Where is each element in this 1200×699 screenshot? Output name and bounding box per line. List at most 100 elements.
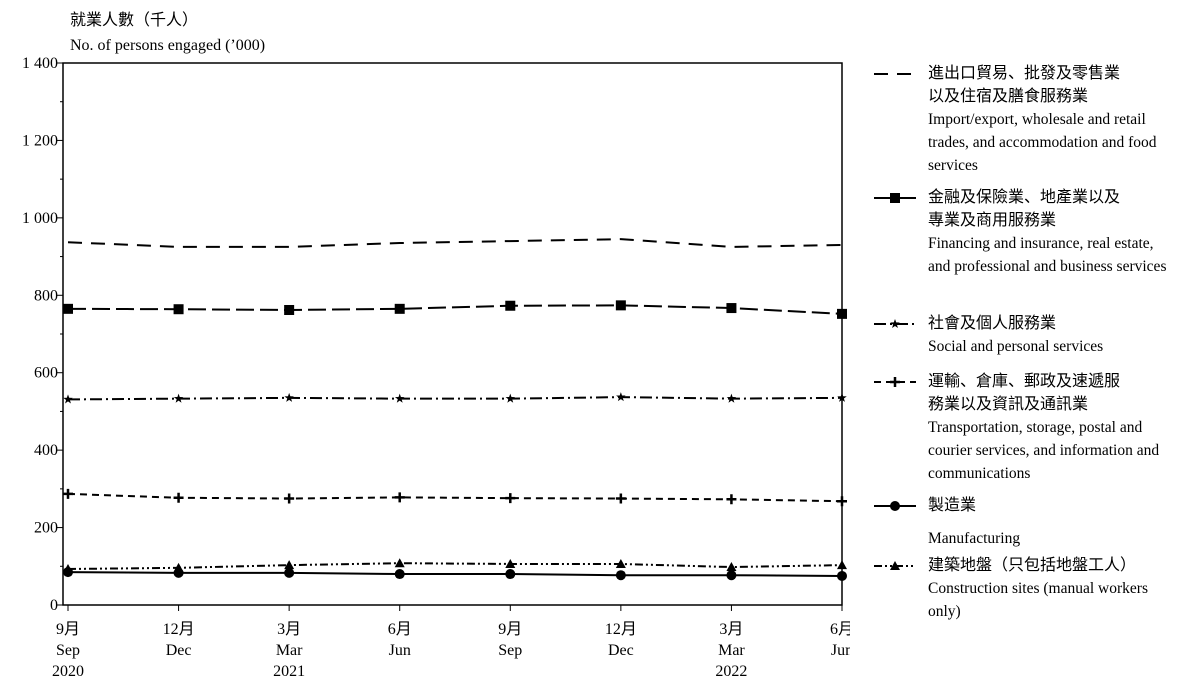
marker bbox=[63, 488, 73, 499]
x-tick-label: 12月 bbox=[163, 621, 195, 638]
marker bbox=[284, 560, 295, 570]
legend-key bbox=[874, 561, 916, 570]
series-line bbox=[67, 304, 843, 315]
marker bbox=[505, 569, 516, 580]
marker bbox=[505, 493, 516, 504]
legend-label: 製造業 bbox=[928, 497, 977, 514]
marker bbox=[394, 492, 405, 503]
marker bbox=[726, 494, 737, 505]
marker bbox=[173, 492, 184, 503]
x-tick-label: 9月 bbox=[56, 621, 80, 638]
y-tick-label: 1 000 bbox=[22, 210, 58, 227]
plot-frame bbox=[62, 62, 843, 606]
y-tick-label: 800 bbox=[34, 287, 58, 304]
x-tick-label: 12月 bbox=[605, 621, 637, 638]
marker bbox=[284, 567, 295, 578]
marker bbox=[890, 319, 900, 329]
marker bbox=[726, 393, 737, 403]
marker bbox=[284, 493, 295, 504]
marker bbox=[63, 563, 73, 573]
marker bbox=[890, 501, 900, 511]
x-tick-label-en: Mar bbox=[718, 642, 745, 659]
marker bbox=[837, 496, 847, 507]
series-line bbox=[67, 571, 843, 577]
y-tick-label: 600 bbox=[34, 365, 58, 382]
series-line bbox=[67, 562, 843, 570]
x-tick-label-en: Dec bbox=[608, 642, 634, 659]
x-tick-label-en: Jun bbox=[831, 642, 850, 659]
marker bbox=[63, 303, 73, 314]
legend-label-en: Social and personal services bbox=[928, 338, 1104, 355]
y-axis-title-en: No. of persons engaged (’000) bbox=[70, 37, 265, 54]
y-tick-label: 1 200 bbox=[22, 132, 58, 149]
marker bbox=[505, 558, 516, 568]
legend-label-en: Transportation, storage, postal and cour… bbox=[928, 419, 1160, 482]
marker bbox=[173, 562, 184, 572]
series-line bbox=[67, 396, 843, 401]
x-tick-label: 6月 bbox=[830, 621, 850, 638]
y-tick-label: 400 bbox=[34, 442, 58, 459]
legend: 進出口貿易、批發及零售業以及住宿及膳食服務業 Import/export, who… bbox=[870, 0, 1190, 699]
legend-key bbox=[874, 501, 916, 511]
marker bbox=[890, 193, 900, 203]
marker bbox=[890, 561, 900, 570]
marker bbox=[173, 304, 184, 315]
marker bbox=[394, 569, 405, 580]
chart: 就業人數（千人） No. of persons engaged (’000) 0… bbox=[22, 11, 850, 680]
marker bbox=[726, 303, 737, 314]
marker bbox=[615, 558, 626, 568]
legend-key bbox=[874, 73, 916, 75]
legend-label-en: Construction sites (manual workers only) bbox=[928, 580, 1148, 620]
legend-label: 進出口貿易、批發及零售業以及住宿及膳食服務業 bbox=[928, 65, 1121, 105]
marker bbox=[726, 562, 737, 572]
marker bbox=[394, 558, 405, 568]
y-tick-label: 0 bbox=[50, 597, 58, 614]
x-tick-label: 3月 bbox=[277, 621, 301, 638]
x-tick-label-en: Sep bbox=[498, 642, 522, 659]
x-tick-label: 9月 bbox=[498, 621, 522, 638]
marker bbox=[726, 570, 737, 581]
marker bbox=[837, 392, 847, 402]
legend-key bbox=[874, 193, 916, 203]
legend-label: 運輸、倉庫、郵政及速遞服務業以及資訊及通訊業 bbox=[928, 373, 1121, 413]
marker bbox=[837, 560, 847, 570]
y-axis-title: 就業人數（千人） bbox=[70, 11, 198, 29]
x-year-label: 2021 bbox=[273, 663, 305, 680]
marker bbox=[890, 377, 900, 387]
marker bbox=[394, 393, 405, 403]
legend-label: 金融及保險業、地產業以及專業及商用服務業 bbox=[928, 189, 1121, 229]
marker bbox=[394, 303, 405, 314]
marker bbox=[284, 392, 294, 402]
x-tick-label-en: Jun bbox=[389, 642, 411, 659]
legend-key bbox=[874, 319, 916, 329]
marker bbox=[616, 392, 626, 402]
marker bbox=[173, 393, 184, 403]
legend-label: 建築地盤（只包括地盤工人） bbox=[928, 557, 1137, 574]
marker bbox=[63, 394, 73, 404]
legend-label-en: Import/export, wholesale and retail trad… bbox=[928, 111, 1157, 174]
x-tick-label-en: Mar bbox=[276, 642, 303, 659]
x-year-label: 2020 bbox=[52, 663, 84, 680]
y-tick-label: 1 400 bbox=[22, 55, 58, 72]
marker bbox=[284, 304, 295, 315]
series-line bbox=[67, 238, 843, 248]
marker bbox=[837, 308, 847, 319]
x-year-label: 2022 bbox=[715, 663, 747, 680]
marker bbox=[615, 300, 626, 311]
x-tick-label-en: Sep bbox=[56, 642, 80, 659]
marker bbox=[615, 493, 626, 504]
x-tick-label: 3月 bbox=[719, 621, 743, 638]
marker bbox=[505, 393, 516, 403]
legend-label-en: Manufacturing bbox=[928, 530, 1021, 547]
marker bbox=[615, 570, 626, 581]
legend-key bbox=[874, 377, 916, 387]
legend-label-en: Financing and insurance, real estate, an… bbox=[928, 235, 1167, 275]
series-line bbox=[67, 492, 843, 503]
x-tick-label-en: Dec bbox=[166, 642, 192, 659]
marker bbox=[837, 570, 847, 581]
x-tick-label: 6月 bbox=[388, 621, 412, 638]
marker bbox=[505, 300, 516, 311]
y-tick-label: 200 bbox=[34, 520, 58, 537]
legend-label: 社會及個人服務業 bbox=[928, 315, 1057, 332]
